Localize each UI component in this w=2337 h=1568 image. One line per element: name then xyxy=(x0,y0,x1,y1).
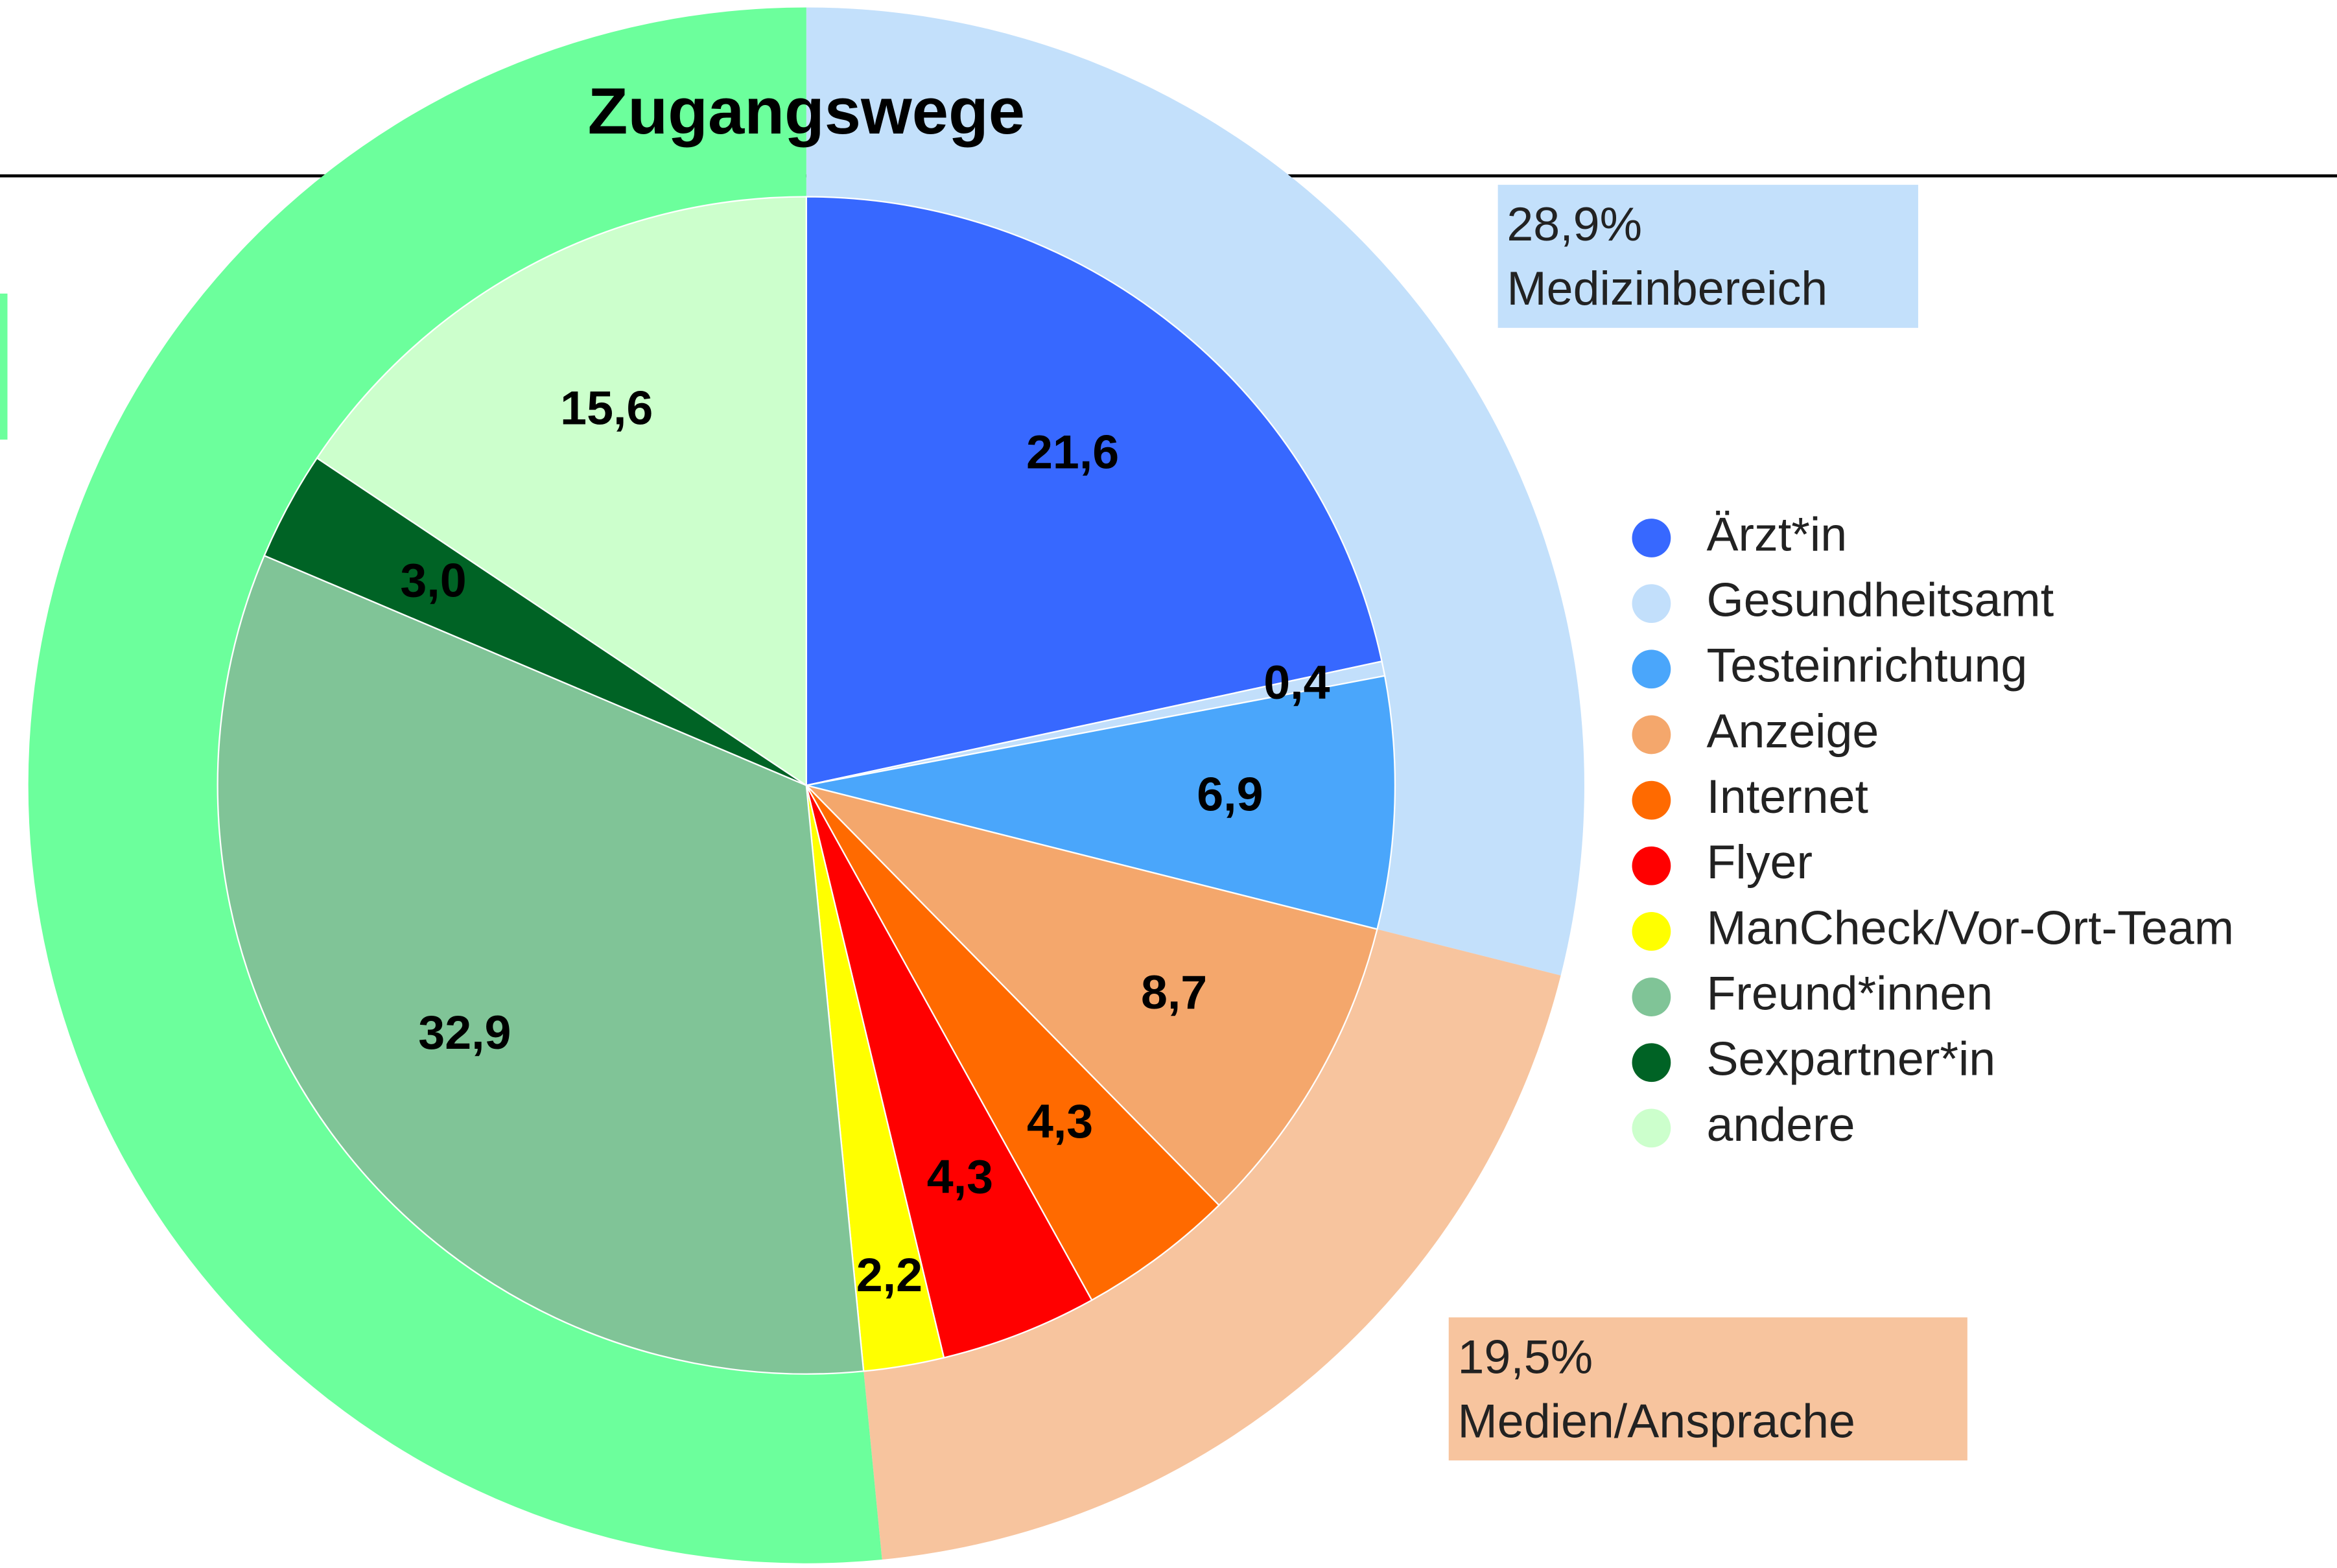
legend-label: Internet xyxy=(1706,769,1868,823)
legend-swatch xyxy=(1632,977,1671,1016)
data-label: 21,6 xyxy=(1026,425,1119,478)
legend-swatch xyxy=(1632,584,1671,624)
data-label: 2,2 xyxy=(856,1248,922,1302)
data-label: 6,9 xyxy=(1197,767,1263,821)
decoration xyxy=(0,293,8,440)
slice xyxy=(805,785,1093,1359)
outer-label: Medizinbereich xyxy=(1507,261,1827,315)
legend-label: ManCheck/Vor-Ort-Team xyxy=(1706,900,2234,954)
slice xyxy=(217,554,865,1375)
legend-swatch xyxy=(1632,519,1671,557)
legend-label: Flyer xyxy=(1706,835,1812,889)
outer-label-box xyxy=(1448,1317,1967,1461)
legend-swatch xyxy=(1632,1108,1671,1148)
legend-label: Ärzt*in xyxy=(1706,507,1847,561)
legend-label: Anzeige xyxy=(1706,704,1879,758)
data-label: 15,6 xyxy=(560,380,653,434)
legend-swatch xyxy=(1632,649,1671,689)
slice xyxy=(805,784,1221,1302)
legend-swatch xyxy=(1632,715,1671,755)
slice xyxy=(316,196,807,787)
slice xyxy=(805,196,1383,787)
data-label: 0,4 xyxy=(1263,655,1330,709)
data-label: 3,0 xyxy=(400,553,466,607)
data-label: 8,7 xyxy=(1141,965,1207,1019)
legend-label: Sexpartner*in xyxy=(1706,1032,1995,1086)
slice xyxy=(806,675,1396,930)
chart-title: Zugangswege xyxy=(588,75,1025,148)
legend-swatch xyxy=(1632,846,1671,885)
legend-swatch xyxy=(1632,912,1671,951)
legend-label: andere xyxy=(1706,1097,1855,1151)
data-label: 4,3 xyxy=(1027,1094,1093,1148)
legend-label: Testeinrichtung xyxy=(1706,638,2027,692)
data-label: 4,3 xyxy=(927,1149,993,1203)
outer-label-box xyxy=(1497,185,1918,328)
slice xyxy=(804,784,1378,1206)
outer-value-label: 19,5% xyxy=(1458,1329,1593,1383)
legend-label: Gesundheitsamt xyxy=(1706,573,2054,627)
legend-swatch xyxy=(1632,780,1671,820)
legend-swatch xyxy=(1632,1043,1671,1082)
outer-value-label: 28,9% xyxy=(1507,197,1642,251)
data-label: 32,9 xyxy=(418,1005,511,1059)
outer-label: Medien/Ansprache xyxy=(1458,1394,1855,1447)
legend-label: Freund*innen xyxy=(1706,966,1993,1020)
